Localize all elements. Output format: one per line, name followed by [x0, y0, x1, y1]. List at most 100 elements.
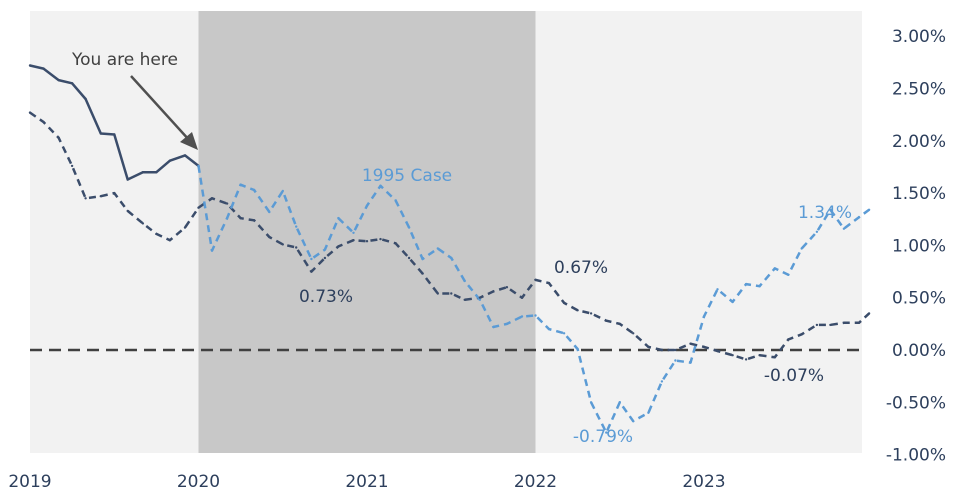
data-point-case-1995	[647, 411, 650, 414]
y-tick-label: 0.50%	[892, 289, 946, 309]
data-point-forecast	[674, 348, 677, 352]
data-point-history	[113, 133, 116, 136]
data-point-case-1995	[323, 248, 327, 251]
data-point-case-1995	[310, 257, 313, 261]
data-point-case-1995	[505, 322, 509, 326]
data-point-history	[168, 159, 172, 162]
data-point-forecast	[800, 333, 803, 336]
data-point-forecast	[857, 321, 861, 324]
data-point-forecast	[295, 246, 298, 249]
data-point-case-1995	[520, 315, 524, 318]
data-point-case-1995	[210, 249, 214, 252]
data-point-history	[42, 67, 45, 70]
data-point-case-1995	[815, 230, 819, 233]
data-point-forecast	[716, 349, 719, 353]
data-point-forecast	[126, 209, 129, 213]
data-point-case-1995	[463, 279, 466, 283]
data-point-forecast	[197, 206, 200, 209]
data-point-forecast	[787, 338, 790, 341]
data-point-history	[141, 171, 145, 174]
data-point-forecast	[660, 348, 664, 352]
data-point-case-1995	[225, 217, 229, 220]
data-point-forecast	[492, 290, 495, 293]
data-point-forecast	[281, 243, 284, 246]
data-point-forecast	[225, 202, 229, 205]
data-point-forecast	[155, 232, 158, 236]
data-point-forecast	[520, 296, 524, 299]
data-point-forecast	[632, 332, 635, 335]
data-point-case-1995	[867, 208, 871, 211]
data-point-forecast	[842, 321, 846, 324]
data-point-case-1995	[787, 273, 790, 276]
data-point-forecast	[210, 197, 214, 200]
data-point-history	[183, 154, 187, 157]
data-point-forecast	[141, 222, 145, 225]
x-tick-label: 2022	[514, 472, 557, 492]
data-point-forecast	[463, 298, 466, 301]
data-point-history	[155, 171, 158, 174]
data-point-forecast	[689, 342, 692, 345]
data-point-case-1995	[436, 247, 439, 250]
data-point-case-1995	[857, 216, 861, 219]
data-point-forecast	[252, 219, 256, 222]
data-point-case-1995	[576, 347, 579, 351]
data-point-forecast	[450, 292, 453, 295]
data-point-case-1995	[239, 183, 242, 186]
y-tick-label: -0.50%	[886, 393, 946, 413]
data-point-forecast	[618, 322, 621, 326]
shaded-period	[198, 11, 536, 453]
data-point-forecast	[576, 309, 579, 312]
data-point-forecast	[605, 319, 608, 322]
data-point-forecast	[562, 301, 566, 305]
data-point-forecast	[647, 345, 650, 349]
data-point-forecast	[731, 354, 734, 357]
data-point-forecast	[534, 278, 537, 282]
data-point-forecast	[168, 239, 172, 242]
case-1995-label: 1995 Case	[362, 166, 452, 186]
data-point-case-1995	[758, 285, 761, 288]
data-point-case-1995	[492, 325, 495, 329]
data-point-forecast	[365, 240, 369, 243]
data-point-case-1995	[660, 380, 664, 383]
data-point-case-1995	[365, 204, 369, 207]
x-tick-label: 2023	[682, 472, 725, 492]
x-tick-label: 2019	[8, 472, 51, 492]
data-point-case-1995	[197, 164, 200, 168]
you-are-here-arrow-shaft	[130, 75, 191, 142]
data-point-case-1995	[800, 247, 803, 250]
data-point-case-1995	[689, 361, 692, 364]
data-point-case-1995	[829, 208, 832, 211]
marks-layer	[28, 64, 871, 434]
data-point-forecast	[268, 235, 271, 239]
data-point-case-1995	[295, 225, 298, 228]
data-point-case-1995	[547, 327, 551, 331]
y-tick-label: 1.00%	[892, 236, 946, 256]
data-point-forecast	[478, 296, 482, 299]
data-point-forecast	[407, 256, 411, 260]
case-1995-end-label: 1.34%	[798, 203, 852, 223]
data-point-forecast	[42, 120, 45, 124]
data-point-case-1995	[744, 282, 748, 286]
data-point-forecast	[337, 245, 340, 248]
data-point-forecast	[183, 226, 187, 229]
forecast-peak-2022-label: 0.67%	[554, 258, 608, 278]
data-point-case-1995	[379, 184, 382, 187]
data-point-forecast	[28, 111, 32, 114]
data-point-case-1995	[252, 188, 256, 192]
data-point-case-1995	[731, 300, 734, 304]
you-are-here-label: You are here	[71, 50, 178, 70]
y-tick-label: 3.00%	[892, 27, 946, 47]
y-tick-label: 0.00%	[892, 341, 946, 361]
data-point-case-1995	[618, 401, 621, 404]
data-point-case-1995	[450, 256, 453, 260]
data-point-case-1995	[674, 359, 677, 362]
data-point-case-1995	[534, 314, 537, 317]
data-point-case-1995	[268, 210, 271, 214]
data-point-forecast	[773, 356, 776, 359]
forecast-low-2021-label: 0.73%	[299, 287, 353, 307]
data-point-case-1995	[352, 231, 355, 234]
data-point-forecast	[505, 286, 509, 289]
data-point-forecast	[436, 292, 439, 295]
data-point-history	[84, 97, 87, 101]
